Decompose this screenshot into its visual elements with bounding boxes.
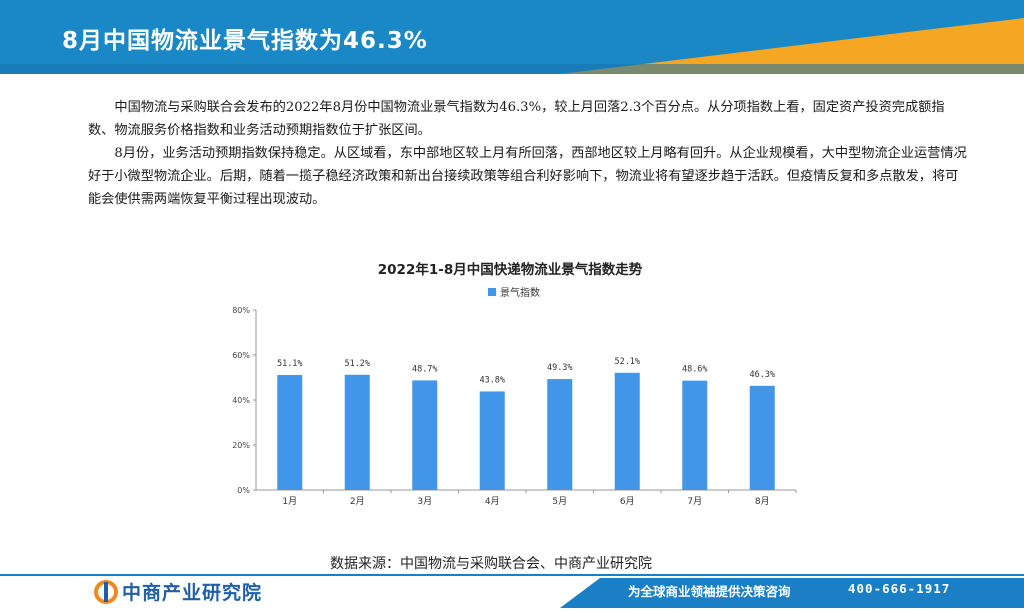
paragraph-1: 中国物流与采购联合会发布的2022年8月份中国物流业景气指数为46.3%，较上月… (88, 100, 945, 138)
footer-slogan: 为全球商业领袖提供决策咨询 (628, 584, 791, 599)
logo-icon (94, 579, 118, 604)
article-text: 中国物流与采购联合会发布的2022年8月份中国物流业景气指数为46.3%，较上月… (88, 96, 968, 211)
bar-1 (277, 375, 303, 490)
bar-7 (682, 380, 708, 490)
header-background (0, 0, 1024, 74)
logo-text: 中商产业研究院 (122, 582, 263, 604)
bar-6 (614, 372, 640, 490)
legend-swatch (488, 287, 496, 296)
x-tick-label-1: 1月 (282, 496, 297, 507)
bar-2 (344, 374, 370, 490)
data-label-2: 51.2% (344, 359, 370, 369)
chart-title: 2022年1-8月中国快递物流业景气指数走势 (377, 262, 643, 278)
y-tick-label: 20% (232, 441, 250, 450)
bar-8 (749, 385, 775, 490)
data-label-3: 48.7% (412, 364, 438, 374)
x-tick-label-6: 6月 (620, 496, 635, 507)
y-tick-label: 60% (232, 351, 250, 360)
footer-phone: 400-666-1917 (848, 581, 951, 596)
bar-3 (412, 380, 438, 490)
y-tick-label: 80% (232, 306, 250, 315)
x-tick-label-4: 4月 (485, 496, 500, 507)
x-tick-label-3: 3月 (417, 496, 432, 507)
x-tick-label-2: 2月 (350, 496, 365, 507)
footer-background (0, 574, 1024, 608)
header-banner: 8月中国物流业景气指数为46.3% (0, 0, 1024, 74)
chart-legend: 景气指数 (488, 284, 540, 299)
footer-banner (0, 574, 1024, 608)
data-label-4: 43.8% (479, 375, 505, 385)
legend-label: 景气指数 (500, 288, 540, 299)
x-tick-label-5: 5月 (552, 496, 567, 507)
bar-5 (547, 379, 573, 490)
data-label-8: 46.3% (749, 370, 775, 380)
page-title: 8月中国物流业景气指数为46.3% (62, 28, 428, 54)
bar-chart: 0% 20% 40% 60% 80% 51.1% 1月 51.2% 2月 48.7% 3月 43.8%… (232, 306, 797, 507)
data-label-6: 52.1% (614, 357, 640, 367)
paragraph-2: 8月份，业务活动预期指数保持稳定。从区域看，东中部地区较上月有所回落，西部地区较… (88, 146, 967, 207)
data-label-7: 48.6% (682, 365, 708, 375)
data-label-5: 49.3% (547, 363, 573, 373)
x-tick-label-7: 7月 (687, 496, 702, 507)
data-label-1: 51.1% (277, 359, 303, 369)
data-source: 数据来源：中国物流与采购联合会、中商产业研究院 (330, 556, 652, 572)
company-logo: 中商产业研究院 (94, 578, 262, 605)
x-tick-label-8: 8月 (755, 496, 770, 507)
y-tick-label: 40% (232, 396, 250, 405)
bar-4 (479, 391, 505, 490)
y-tick-label: 0% (237, 486, 250, 495)
